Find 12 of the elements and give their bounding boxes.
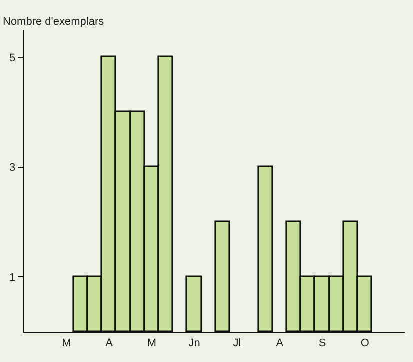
x-tick-label: S: [318, 337, 326, 350]
y-tick-label: 1: [10, 272, 16, 284]
x-tick-label: Jl: [233, 337, 242, 350]
x-tick-label: M: [62, 337, 72, 350]
y-axis-title: Nombre d'exemplars: [3, 16, 105, 28]
x-tick-label: O: [360, 337, 370, 350]
x-tick-label: Jn: [188, 337, 200, 350]
x-tick-label: M: [147, 337, 157, 350]
x-tick-label: A: [276, 337, 284, 350]
y-tick-label: 5: [10, 52, 16, 64]
x-tick-label: A: [106, 337, 114, 350]
y-tick-label: 3: [10, 162, 16, 174]
